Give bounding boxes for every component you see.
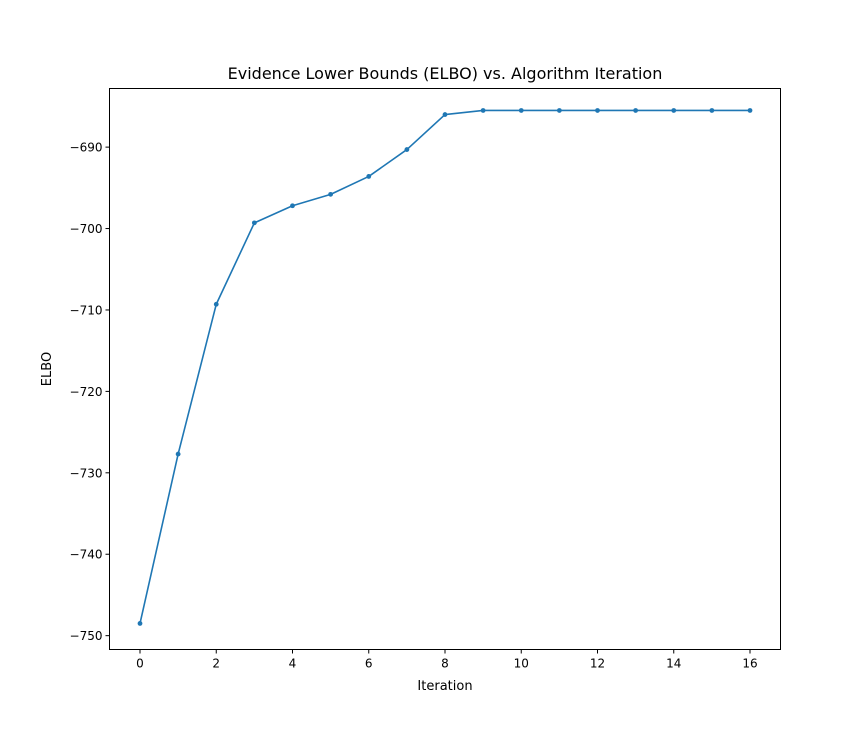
data-point <box>633 108 639 113</box>
x-tick-label: 2 <box>212 657 220 671</box>
y-tick-label: −720 <box>70 385 103 399</box>
plot-area <box>109 88 781 650</box>
y-tick-label: −740 <box>70 548 103 562</box>
data-point <box>251 220 257 226</box>
x-axis-label: Iteration <box>417 679 472 694</box>
data-point <box>290 203 295 209</box>
y-axis: −750 −740 −730 −720 −710 −700 −690 <box>70 141 110 643</box>
data-point <box>480 108 486 113</box>
data-point <box>709 108 715 113</box>
y-tick-label: −710 <box>70 303 103 317</box>
series-layer <box>137 108 753 626</box>
series-line <box>139 109 750 624</box>
data-point <box>404 147 410 152</box>
y-axis-label: ELBO <box>40 352 55 386</box>
y-tick-label: −700 <box>70 222 103 236</box>
x-tick-label: 12 <box>590 657 605 671</box>
data-point <box>328 191 334 197</box>
data-point <box>671 108 677 113</box>
y-tick-label: −730 <box>70 466 103 480</box>
y-tick-label: −690 <box>70 141 103 155</box>
x-tick-label: 10 <box>514 657 529 671</box>
x-tick-label: 4 <box>289 657 297 671</box>
x-tick-label: 0 <box>136 657 144 671</box>
x-tick-label: 8 <box>441 657 449 671</box>
x-tick-label: 16 <box>742 657 757 671</box>
y-tick-label: −750 <box>70 629 103 643</box>
data-point <box>595 108 600 113</box>
plot-frame <box>109 88 781 650</box>
data-point <box>747 108 753 113</box>
data-point <box>518 108 524 113</box>
data-point <box>366 174 372 179</box>
data-point <box>442 112 448 117</box>
data-point <box>213 301 219 307</box>
chart-title: Evidence Lower Bounds (ELBO) vs. Algorit… <box>228 64 663 83</box>
x-tick-label: 6 <box>365 657 373 671</box>
data-point <box>175 451 181 457</box>
x-axis: 0 2 4 6 8 10 12 14 16 <box>136 649 758 671</box>
data-point <box>556 108 562 113</box>
data-point <box>137 621 143 626</box>
x-tick-label: 14 <box>666 657 681 671</box>
